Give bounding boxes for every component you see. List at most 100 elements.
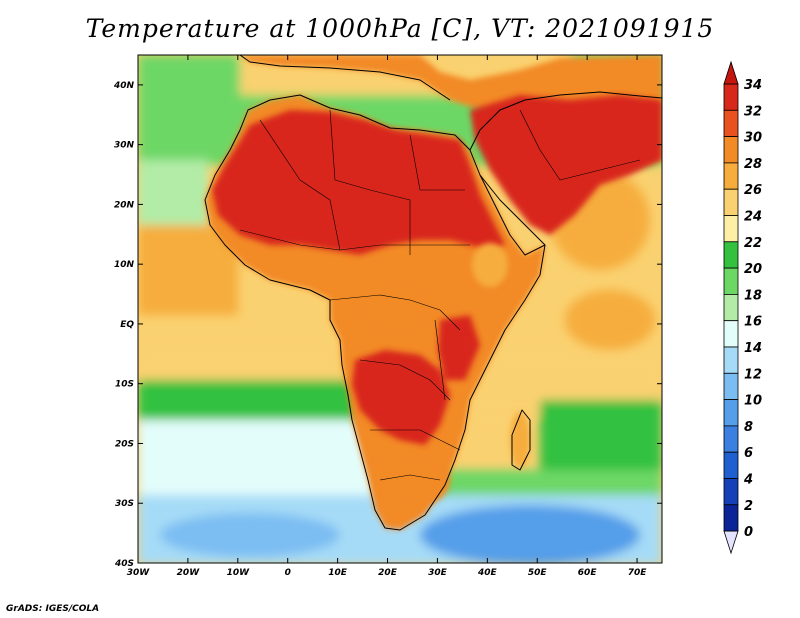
southern-ocean-blue [420,505,640,563]
colorbar-bin [723,162,739,190]
colorbar-label: 28 [744,157,762,172]
colorbar-label: 24 [744,210,762,225]
colorbar-label: 12 [744,367,762,382]
x-tick-label: 10E [328,568,348,578]
middle-east-coast [469,91,662,151]
x-tick-label: 70E [628,568,648,578]
colorbar-bin [723,241,739,269]
southern-ocean-light [138,495,662,563]
south-indian-green [540,400,662,470]
indian-ocean-warm [565,290,655,350]
border-south-africa [379,474,441,481]
congo-basin-warm [360,280,430,340]
colorbar-label: 4 [743,473,753,488]
colorbar-label: 30 [744,131,762,146]
x-tick-label: 50E [528,568,548,578]
x-tick-label: 40E [477,568,498,578]
north-atlantic-band [138,55,662,165]
x-tick-label: 10W [227,568,251,578]
y-tick-label: 10S [115,380,134,390]
colorbar-under-triangle [723,530,739,555]
x-tick-label: 0 [285,568,291,578]
x-tick-label: 20E [378,568,398,578]
colorbar-bin [723,109,739,138]
colorbar-bin [723,425,739,453]
colorbar-label: 26 [744,183,762,198]
colorbar-bin [723,293,739,322]
colorbar-label: 22 [744,236,762,251]
colorbar-label: 2 [744,499,753,514]
colorbar-label: 6 [744,446,753,461]
y-tick-label: 20N [114,200,135,210]
madagascar-coast [511,409,531,471]
ethiopian-highlands [472,243,508,287]
colorbar-bin [723,188,739,216]
x-tick-label: 60E [578,568,598,578]
temperature-field [138,55,662,563]
border-sahel [239,229,470,251]
y-tick-label: 40N [113,81,135,91]
y-tick-label: 30N [114,141,135,151]
colorbar-label: 32 [744,104,762,119]
country-borders [239,109,641,481]
border-west-sahara [259,119,341,251]
southern-ocean-blue-west [160,513,340,557]
y-tick-label: EQ [120,320,134,330]
red-sea-coast [479,174,546,246]
africa-coastline [204,94,546,531]
axis-labels: 30W 20W 10W 0 10E 20E 30E 40E 50E 60E 70E 40N 30N 20N… [113,81,647,578]
colorbar-over-triangle [723,60,739,85]
border-angola-zambia [359,359,451,401]
y-tick-label: 20S [115,439,134,449]
colorbar-label: 0 [744,525,753,540]
south-subtropical-band [138,355,662,415]
border-central-africa [329,294,461,331]
south-indian-mid [400,470,662,520]
colorbar-bin [723,346,739,374]
border-central-sahara [329,109,411,255]
grads-credit: GrADS: IGES/COLA [6,604,100,614]
southern-africa-hot-core [352,350,450,445]
south-atlantic-green [138,380,398,450]
colorbar-bin [723,320,739,348]
y-tick-label: 40S [114,559,134,569]
colorbar-bin [723,136,739,164]
x-tick-label: 30W [127,568,151,578]
colorbar-label: 34 [744,78,762,93]
colorbar-bin [723,372,739,400]
canary-current-band [138,160,208,230]
map-frame [137,54,663,564]
border-arabia [519,109,641,181]
axis-ticks [137,55,662,564]
colorbar-label: 14 [744,341,762,356]
colorbar-bin [723,267,739,295]
colorbar-bin [723,399,739,427]
colorbar-bin [723,478,739,506]
colorbar-bin [723,504,739,532]
madagascar-land [510,412,530,468]
southern-europe-coast [239,55,451,101]
mediterranean-band [240,55,570,95]
colorbar-label: 8 [744,420,753,435]
tropical-atlantic-band [138,225,238,315]
arabian-sea-warm [550,170,650,270]
arabia-hot-core [470,95,662,235]
colorbar-label: 20 [744,262,762,277]
europe-middle-east-land [240,55,662,170]
y-tick-label: 30S [115,499,134,509]
south-atlantic-cool [138,420,378,530]
border-namibia-botswana [370,429,461,451]
coastlines [204,55,662,531]
sahara-hot-core [212,110,505,255]
colorbar-label: 16 [744,315,762,330]
east-africa-hot-core [438,315,480,380]
border-libya-egypt [409,134,465,191]
x-tick-label: 30E [428,568,448,578]
map-title: Temperature at 1000hPa [C], VT: 20210919… [85,14,715,43]
y-tick-label: 10N [114,260,135,270]
colorbar-bin [723,83,739,111]
border-great-lakes [434,319,446,401]
colorbar-bin [723,215,739,243]
